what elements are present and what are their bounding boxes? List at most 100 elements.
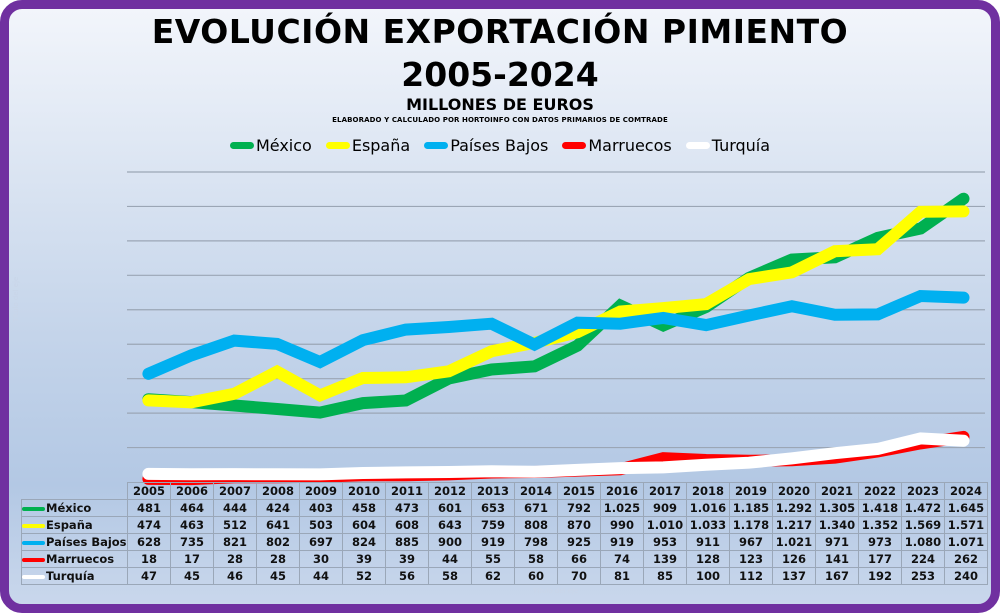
table-cell: 821 (213, 533, 257, 551)
table-cell: 58 (514, 550, 558, 568)
table-cell: 112 (729, 567, 773, 585)
row-label-text: Países Bajos (46, 535, 127, 549)
table-cell: 192 (858, 567, 902, 585)
table-cell: 424 (256, 499, 300, 517)
table-cell: 44 (428, 550, 472, 568)
row-label-text: España (46, 518, 93, 532)
row-legend-swatch (22, 540, 45, 545)
table-cell: 55 (471, 550, 515, 568)
table-cell: 47 (127, 567, 171, 585)
table-cell: 697 (299, 533, 343, 551)
table-year-header: 2015 (557, 482, 601, 500)
table-cell: 39 (385, 550, 429, 568)
table-cell: 46 (213, 567, 257, 585)
row-legend-swatch (22, 506, 45, 511)
table-year-header: 2023 (901, 482, 945, 500)
table-cell: 1.305 (815, 499, 859, 517)
table-cell: 17 (170, 550, 214, 568)
table-cell: 973 (858, 533, 902, 551)
table-cell: 909 (643, 499, 687, 517)
table-cell: 474 (127, 516, 171, 534)
table-cell: 885 (385, 533, 429, 551)
table-cell: 1.071 (944, 533, 988, 551)
table-cell: 473 (385, 499, 429, 517)
row-legend-swatch (22, 557, 45, 562)
table-cell: 45 (256, 567, 300, 585)
table-cell: 671 (514, 499, 558, 517)
table-cell: 1.292 (772, 499, 816, 517)
table-year-header: 2007 (213, 482, 257, 500)
table-row-label: España (21, 516, 128, 534)
table-cell: 141 (815, 550, 859, 568)
table-cell: 481 (127, 499, 171, 517)
table-header-row: 2005 2006 2007 2008 2009 2010 2011 2012 2013 2014… (22, 482, 988, 500)
table-cell: 463 (170, 516, 214, 534)
table-cell: 925 (557, 533, 601, 551)
table-cell: 1.472 (901, 499, 945, 517)
table-year-header: 2009 (299, 482, 343, 500)
table-year-header: 2022 (858, 482, 902, 500)
table-year-header: 2021 (815, 482, 859, 500)
table-year-header: 2012 (428, 482, 472, 500)
table-year-header: 2011 (385, 482, 429, 500)
legend-item-turquia: Turquía (685, 136, 771, 155)
table-cell: 608 (385, 516, 429, 534)
table-cell: 1.571 (944, 516, 988, 534)
table-year-header: 2016 (600, 482, 644, 500)
legend-swatch-paises-bajos (424, 142, 449, 149)
chart-units: MILLONES DE EUROS (406, 95, 594, 114)
table-cell: 44 (299, 567, 343, 585)
table-cell: 512 (213, 516, 257, 534)
table-year-header: 2006 (170, 482, 214, 500)
gridlines (127, 171, 985, 449)
row-label-text: México (46, 501, 92, 515)
table-cell: 1.010 (643, 516, 687, 534)
table-cell: 262 (944, 550, 988, 568)
table-cell: 1.645 (944, 499, 988, 517)
table-cell: 1.080 (901, 533, 945, 551)
table-cell: 792 (557, 499, 601, 517)
table-cell: 126 (772, 550, 816, 568)
table-cell: 403 (299, 499, 343, 517)
table-cell: 808 (514, 516, 558, 534)
table-cell: 137 (772, 567, 816, 585)
legend-label: Países Bajos (450, 136, 549, 155)
table-cell: 911 (686, 533, 730, 551)
table-cell: 824 (342, 533, 386, 551)
chart-title-years: 2005-2024 (401, 55, 599, 94)
table-cell: 167 (815, 567, 859, 585)
table-cell: 45 (170, 567, 214, 585)
legend-item-mexico: México (229, 136, 312, 155)
row-label-text: Marruecos (46, 552, 115, 566)
table-cell: 60 (514, 567, 558, 585)
table-cell: 66 (557, 550, 601, 568)
table-cell: 28 (213, 550, 257, 568)
legend-swatch-marruecos (562, 142, 587, 149)
table-cell: 1.025 (600, 499, 644, 517)
table-row: Países Bajos 628 735 821 802 697 824 885 900 919 7… (21, 533, 988, 551)
table-year-header: 2018 (686, 482, 730, 500)
table-cell: 28 (256, 550, 300, 568)
table-corner (22, 483, 128, 500)
table-cell: 798 (514, 533, 558, 551)
table-cell: 628 (127, 533, 171, 551)
table-cell: 1.016 (686, 499, 730, 517)
table-cell: 1.178 (729, 516, 773, 534)
table-year-header: 2019 (729, 482, 773, 500)
table-cell: 990 (600, 516, 644, 534)
table-cell: 643 (428, 516, 472, 534)
series-line-turquia (142, 432, 970, 481)
table-cell: 759 (471, 516, 515, 534)
table-cell: 128 (686, 550, 730, 568)
table-cell: 70 (557, 567, 601, 585)
table-year-header: 2014 (514, 482, 558, 500)
table-cell: 653 (471, 499, 515, 517)
table-cell: 56 (385, 567, 429, 585)
table-cell: 58 (428, 567, 472, 585)
table-cell: 641 (256, 516, 300, 534)
table-year-header: 2017 (643, 482, 687, 500)
legend-label: Turquía (711, 136, 771, 155)
legend: México España Países Bajos Marruecos Tur… (0, 136, 1000, 155)
row-legend-swatch (22, 523, 45, 528)
